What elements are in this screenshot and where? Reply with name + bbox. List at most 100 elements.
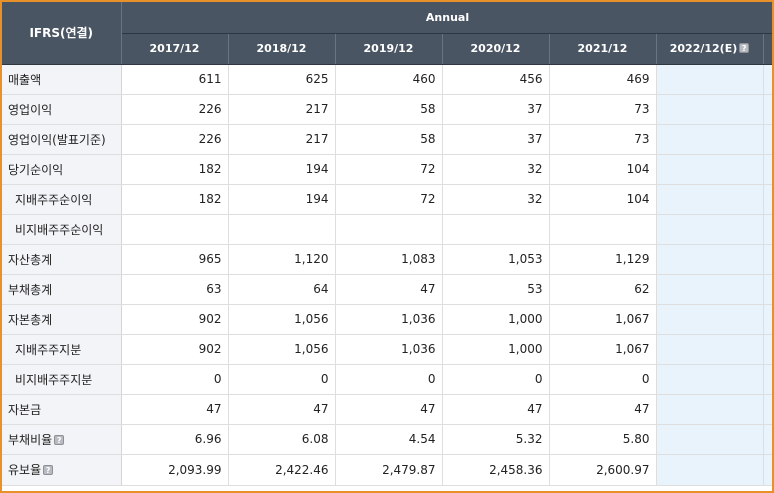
value-cell: 182 [121, 154, 229, 185]
help-icon[interactable]: ? [739, 43, 750, 53]
table-row-net-income: 당기순이익 182 194 72 32 104 [2, 154, 772, 185]
estimate-cell [656, 334, 764, 365]
help-icon[interactable]: ? [43, 465, 54, 475]
row-label-text: 비지배주주지분 [15, 372, 93, 387]
value-cell: 73 [549, 124, 657, 155]
overflow-cell [763, 94, 772, 125]
value-cell: 62 [549, 274, 657, 305]
value-cell [549, 214, 657, 245]
value-cell: 2,422.46 [228, 454, 336, 486]
value-cell: 456 [442, 64, 550, 95]
value-cell [121, 214, 229, 245]
table-row-retention-ratio: 유보율? 2,093.99 2,422.46 2,479.87 2,458.36 2,60… [2, 454, 772, 486]
table-row-debt-ratio: 부채비율? 6.96 6.08 4.54 5.32 5.80 [2, 424, 772, 455]
financial-table: IFRS(연결) Annual 2017/12 2018/12 2019/12 … [2, 2, 772, 486]
value-cell: 0 [121, 364, 229, 395]
value-cell: 1,053 [442, 244, 550, 275]
help-icon[interactable]: ? [54, 434, 65, 445]
value-cell: 217 [228, 124, 336, 155]
value-cell: 902 [121, 304, 229, 335]
table-row-total-liabilities: 부채총계 63 64 47 53 62 [2, 274, 772, 305]
overflow-cell [763, 184, 772, 215]
value-cell: 1,067 [549, 334, 657, 365]
value-cell: 1,036 [335, 304, 443, 335]
value-cell: 194 [228, 154, 336, 185]
row-label: 자본금 [2, 394, 122, 425]
estimate-cell [656, 364, 764, 395]
value-cell [335, 214, 443, 245]
row-label: 비지배주주순이익 [2, 214, 122, 245]
row-label: 부채비율? [2, 424, 122, 455]
value-cell: 47 [549, 394, 657, 425]
table-row-capital-stock: 자본금 47 47 47 47 47 [2, 394, 772, 425]
value-cell: 47 [121, 394, 229, 425]
value-cell: 182 [121, 184, 229, 215]
table-row-operating-profit-reported: 영업이익(발표기준) 226 217 58 37 73 [2, 124, 772, 155]
row-label-text: 당기순이익 [8, 162, 64, 177]
estimate-cell [656, 124, 764, 155]
value-cell: 73 [549, 94, 657, 125]
value-cell: 0 [335, 364, 443, 395]
value-cell: 1,036 [335, 334, 443, 365]
value-cell: 217 [228, 94, 336, 125]
estimate-cell [656, 184, 764, 215]
row-label: 당기순이익 [2, 154, 122, 185]
row-label: 영업이익 [2, 94, 122, 125]
value-cell: 0 [442, 364, 550, 395]
value-cell: 226 [121, 94, 229, 125]
overflow-cell [763, 154, 772, 185]
table-row-total-assets: 자산총계 965 1,120 1,083 1,053 1,129 [2, 244, 772, 275]
value-cell: 1,000 [442, 334, 550, 365]
value-cell: 104 [549, 154, 657, 185]
overflow-cell [763, 244, 772, 275]
value-cell: 1,083 [335, 244, 443, 275]
value-cell: 2,600.97 [549, 454, 657, 486]
value-cell: 965 [121, 244, 229, 275]
value-cell: 47 [442, 394, 550, 425]
overflow-cell [763, 424, 772, 455]
overflow-cell [763, 454, 772, 486]
overflow-cell [763, 274, 772, 305]
row-label-text: 자산총계 [8, 252, 53, 267]
value-cell: 2,093.99 [121, 454, 229, 486]
row-label-text: 비지배주주순이익 [15, 222, 104, 237]
value-cell: 6.08 [228, 424, 336, 455]
value-cell: 58 [335, 124, 443, 155]
value-cell: 64 [228, 274, 336, 305]
year-header-2022-label: 2022/12(E) [669, 42, 738, 55]
ifrs-consolidated-header: IFRS(연결) [2, 2, 122, 65]
value-cell: 194 [228, 184, 336, 215]
estimate-cell [656, 244, 764, 275]
year-header-overflow [763, 33, 772, 65]
value-cell: 1,056 [228, 334, 336, 365]
value-cell [442, 214, 550, 245]
estimate-cell [656, 214, 764, 245]
year-header-2021: 2021/12 [549, 33, 657, 65]
value-cell: 72 [335, 184, 443, 215]
row-label: 비지배주주지분 [2, 364, 122, 395]
value-cell: 625 [228, 64, 336, 95]
year-header-2019: 2019/12 [335, 33, 443, 65]
year-header-2017: 2017/12 [121, 33, 229, 65]
value-cell: 32 [442, 184, 550, 215]
value-cell: 0 [549, 364, 657, 395]
table-row-total-equity: 자본총계 902 1,056 1,036 1,000 1,067 [2, 304, 772, 335]
value-cell: 469 [549, 64, 657, 95]
estimate-cell [656, 64, 764, 95]
value-cell: 37 [442, 124, 550, 155]
year-header-2018: 2018/12 [228, 33, 336, 65]
row-label-text: 자본금 [8, 402, 42, 417]
row-label: 자산총계 [2, 244, 122, 275]
value-cell: 1,067 [549, 304, 657, 335]
value-cell: 0 [228, 364, 336, 395]
estimate-cell [656, 454, 764, 486]
year-header-2022-estimate: 2022/12(E)? [656, 33, 764, 65]
overflow-cell [763, 364, 772, 395]
overflow-cell [763, 334, 772, 365]
value-cell: 5.32 [442, 424, 550, 455]
row-label-text: 매출액 [8, 72, 42, 87]
row-label-text: 지배주주지분 [15, 342, 82, 357]
estimate-cell [656, 274, 764, 305]
value-cell: 58 [335, 94, 443, 125]
value-cell: 47 [228, 394, 336, 425]
